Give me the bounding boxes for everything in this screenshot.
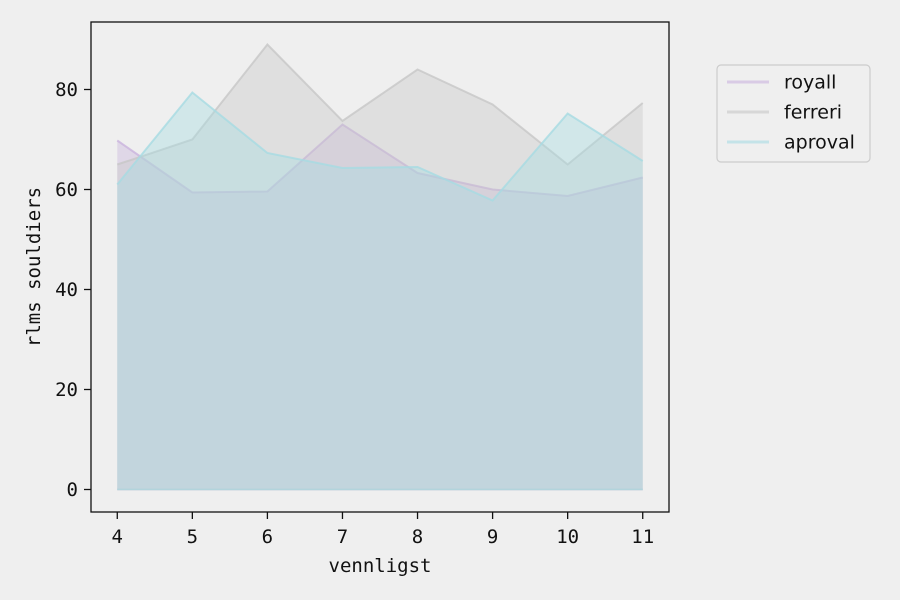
area-royall [117, 124, 643, 490]
y-tick-label: 20 [55, 379, 78, 401]
y-tick-label: 60 [55, 179, 78, 201]
line-royall [116, 123, 643, 198]
plot-frame [90, 21, 670, 513]
line-ferreri [116, 42, 644, 166]
legend-label-aproval: aproval [784, 132, 855, 154]
legend-label-ferreri: ferreri [784, 102, 842, 124]
x-axis: 4 5 6 7 8 9 10 11 [112, 512, 654, 548]
x-tick-label: 4 [112, 526, 123, 548]
x-tick-label: 6 [262, 526, 273, 548]
y-axis-label: rlms souldiers [23, 187, 45, 347]
line-aproval [116, 91, 644, 202]
x-tick-label: 10 [556, 526, 579, 548]
x-axis-label: vennligst [329, 555, 432, 577]
x-tick-label: 9 [487, 526, 498, 548]
legend: royall ferreri aproval [716, 64, 871, 163]
area-series-group [116, 42, 644, 491]
y-tick-label: 40 [55, 279, 78, 301]
x-tick-label: 5 [187, 526, 198, 548]
area-ferreri [117, 44, 643, 490]
y-axis: 0 20 40 60 80 [55, 79, 91, 501]
plot-background [91, 22, 669, 512]
legend-label-royall: royall [784, 72, 836, 94]
legend-box [716, 64, 871, 163]
x-tick-label: 7 [337, 526, 348, 548]
y-tick-label: 80 [55, 79, 78, 101]
x-tick-label: 11 [631, 526, 654, 548]
y-tick-label: 0 [67, 479, 78, 501]
x-tick-label: 8 [412, 526, 423, 548]
area-aproval [117, 92, 643, 490]
